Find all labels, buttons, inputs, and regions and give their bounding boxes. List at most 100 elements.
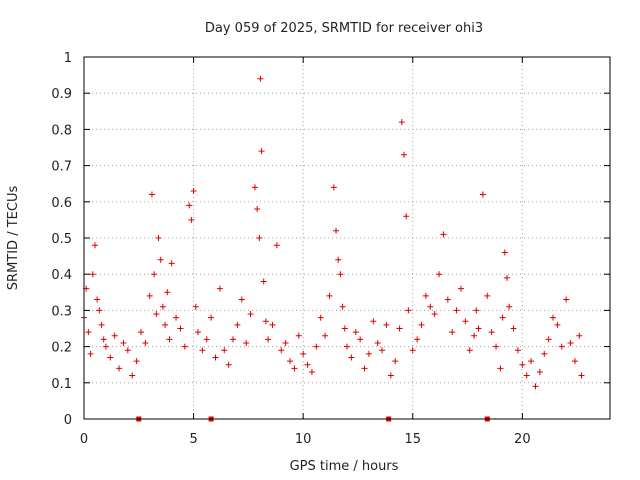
data-point — [563, 296, 570, 303]
data-point — [313, 343, 320, 350]
data-points — [81, 75, 585, 390]
data-point — [168, 260, 175, 267]
data-point — [111, 332, 118, 339]
data-point — [396, 325, 403, 332]
x-axis: 0 5 10 15 20 — [80, 57, 531, 447]
plot-frame — [83, 56, 611, 420]
data-point — [142, 339, 149, 346]
data-point — [541, 350, 548, 357]
data-point — [488, 329, 495, 336]
data-point — [265, 336, 272, 343]
data-point — [497, 365, 504, 372]
data-point — [471, 332, 478, 339]
data-point — [493, 343, 500, 350]
data-point — [129, 372, 136, 379]
data-point — [164, 289, 171, 296]
data-point — [403, 213, 410, 220]
data-point — [341, 325, 348, 332]
data-point — [409, 347, 416, 354]
data-point — [475, 325, 482, 332]
data-point — [308, 368, 315, 375]
data-point — [499, 314, 506, 321]
data-point — [523, 372, 530, 379]
data-point — [107, 354, 114, 361]
data-point — [374, 339, 381, 346]
data-point — [449, 329, 456, 336]
data-point — [273, 242, 280, 249]
y-axis: 0 0.1 0.2 0.3 0.4 0.5 0.6 0.7 0.8 0.9 1 — [51, 51, 610, 428]
data-point — [251, 184, 258, 191]
data-point — [89, 271, 96, 278]
data-point — [148, 191, 155, 198]
data-point — [427, 303, 434, 310]
data-point — [278, 347, 285, 354]
data-point — [137, 329, 144, 336]
data-point — [262, 318, 269, 325]
data-point — [514, 347, 521, 354]
data-point — [462, 318, 469, 325]
data-point — [545, 336, 552, 343]
y-tick-label: 0.3 — [51, 304, 72, 319]
data-point — [194, 329, 201, 336]
data-point — [173, 314, 180, 321]
data-point — [333, 227, 340, 234]
grid — [84, 57, 610, 419]
data-point — [177, 325, 184, 332]
data-point — [254, 206, 261, 213]
data-point — [159, 303, 166, 310]
data-point — [100, 336, 107, 343]
data-point — [157, 256, 164, 263]
data-point — [155, 235, 162, 241]
data-point — [221, 347, 228, 354]
data-point — [335, 256, 342, 263]
x-tick-label: 10 — [295, 432, 312, 447]
data-point — [322, 332, 329, 339]
data-point — [216, 285, 223, 292]
data-point — [357, 336, 364, 343]
data-point — [208, 314, 215, 321]
data-point — [532, 383, 539, 390]
data-point — [162, 321, 169, 328]
data-point — [238, 296, 245, 303]
data-point — [120, 339, 127, 346]
data-point — [282, 339, 289, 346]
data-point — [558, 343, 565, 350]
data-point — [339, 303, 346, 310]
data-point — [352, 329, 359, 336]
data-point — [87, 350, 94, 357]
data-point — [94, 296, 101, 303]
data-point — [153, 311, 160, 318]
data-point — [348, 354, 355, 361]
data-point — [519, 361, 526, 368]
data-point — [146, 292, 153, 299]
data-point — [291, 365, 298, 372]
data-point — [379, 347, 386, 354]
data-point — [192, 303, 199, 310]
chart-title: Day 059 of 2025, SRMTID for receiver ohi… — [205, 21, 483, 36]
y-tick-label: 0.6 — [51, 196, 72, 211]
data-point — [436, 271, 443, 278]
data-point — [398, 119, 405, 126]
data-point — [400, 151, 407, 158]
data-point — [484, 292, 491, 299]
y-tick-label: 0 — [64, 413, 72, 428]
data-point — [317, 314, 324, 321]
x-axis-label: GPS time / hours — [290, 459, 399, 474]
data-point — [260, 278, 267, 285]
data-point — [190, 187, 197, 194]
x-tick-label: 15 — [404, 432, 421, 447]
data-point — [550, 314, 557, 321]
y-tick-label: 0.9 — [51, 87, 72, 102]
y-tick-label: 0.5 — [51, 232, 72, 247]
data-point — [528, 358, 535, 365]
x-tick-label: 5 — [189, 432, 197, 447]
data-point — [365, 350, 372, 357]
data-point — [392, 358, 399, 365]
data-point — [344, 343, 350, 350]
data-point — [444, 296, 451, 303]
data-point — [503, 274, 510, 281]
data-point — [166, 336, 173, 343]
data-point — [330, 184, 337, 191]
data-point — [91, 242, 98, 249]
